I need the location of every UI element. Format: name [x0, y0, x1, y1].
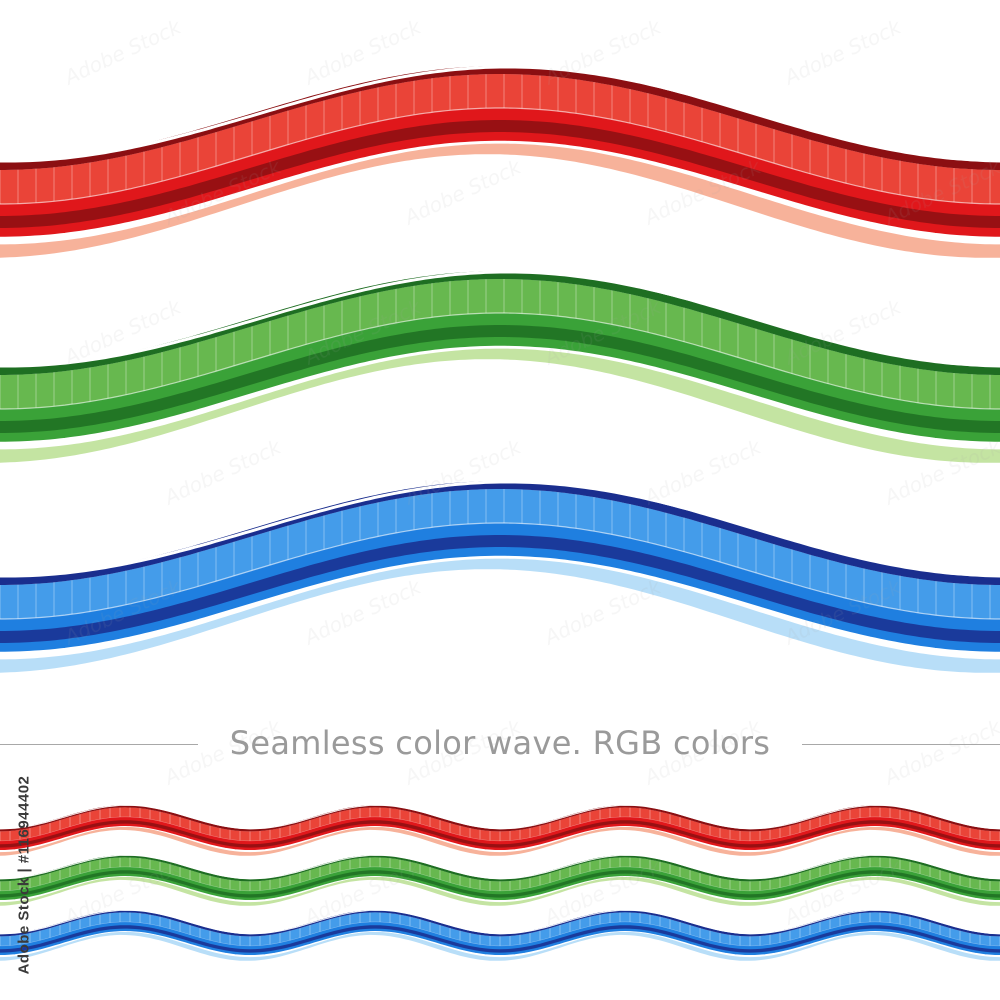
red-wave-highlight: [0, 74, 1000, 204]
blue-wave-white-line-top: [0, 480, 1000, 578]
large-waves-group: [0, 65, 1000, 673]
green-wave-top-rim: [0, 271, 1000, 375]
small-waves-group: [0, 804, 1000, 961]
small-blue-wave: [0, 909, 1000, 961]
small-red-wave-dark-band: [0, 820, 1000, 848]
red-wave-white-line-mid: [0, 107, 1000, 205]
small-green-wave-white-line-mid: [0, 866, 1000, 892]
caption-divider-left: [0, 744, 198, 745]
small-green-wave-white-line-bottom: [0, 876, 1000, 901]
small-blue-wave-dark-band: [0, 925, 1000, 953]
blue-wave-white-line-mid: [0, 522, 1000, 620]
red-wave-white-line-bottom: [0, 140, 1000, 240]
caption-divider-right: [802, 744, 1000, 745]
red-wave: [0, 65, 1000, 258]
green-wave-white-line-mid: [0, 312, 1000, 410]
small-blue-wave-white-line-mid: [0, 921, 1000, 947]
small-blue-wave-white-line-top: [0, 909, 1000, 935]
green-wave-white-line-bottom: [0, 345, 1000, 445]
blue-wave-dark-band: [0, 535, 1000, 643]
small-red-wave-pale-ribbon: [0, 826, 1000, 856]
small-blue-wave-pale-ribbon: [0, 931, 1000, 961]
small-green-wave-pale-ribbon: [0, 876, 1000, 906]
blue-wave-pale-ribbon: [0, 558, 1000, 673]
small-red-wave-white-line-mid: [0, 816, 1000, 842]
blue-wave: [0, 480, 1000, 673]
red-wave-dark-band: [0, 120, 1000, 228]
caption-text: Seamless color wave. RGB colors: [229, 724, 771, 762]
blue-wave-white-line-bottom: [0, 555, 1000, 655]
blue-wave-top-rim: [0, 481, 1000, 585]
caption-row: Seamless color wave. RGB colors: [0, 718, 1000, 768]
small-red-wave-highlight: [0, 807, 1000, 841]
green-wave-highlight: [0, 279, 1000, 409]
stock-id-text: Adobe Stock | #116944402: [15, 775, 33, 975]
small-red-wave: [0, 804, 1000, 856]
small-red-wave-white-line-top: [0, 804, 1000, 830]
small-red-wave-white-line-bottom: [0, 826, 1000, 851]
small-green-wave: [0, 854, 1000, 906]
small-blue-wave-highlight: [0, 912, 1000, 946]
small-green-wave-highlight: [0, 857, 1000, 891]
blue-wave-highlight: [0, 489, 1000, 619]
small-blue-wave-white-line-bottom: [0, 931, 1000, 956]
green-wave-dark-band: [0, 325, 1000, 433]
red-wave-top-rim: [0, 66, 1000, 170]
stock-id-label: Adobe Stock | #116944402: [4, 765, 44, 985]
red-wave-pale-ribbon: [0, 143, 1000, 258]
small-green-wave-dark-band: [0, 870, 1000, 898]
small-green-wave-white-line-top: [0, 854, 1000, 880]
red-wave-white-line-top: [0, 65, 1000, 163]
green-wave-pale-ribbon: [0, 348, 1000, 463]
green-wave: [0, 270, 1000, 463]
green-wave-white-line-top: [0, 270, 1000, 368]
